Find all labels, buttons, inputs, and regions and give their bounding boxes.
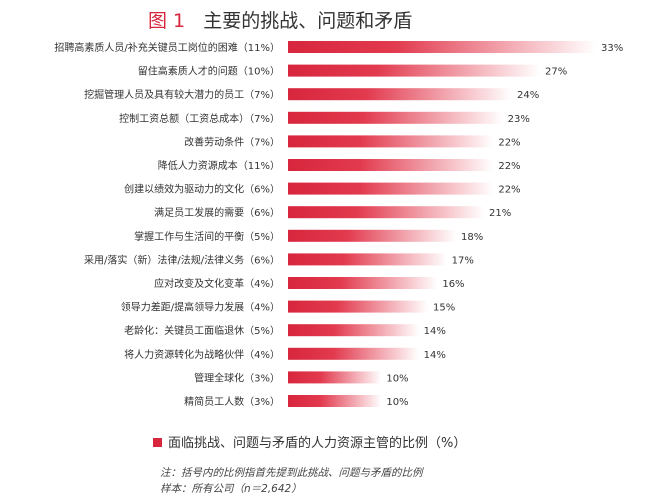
value-label: 27% <box>545 67 567 78</box>
footnote: 注：括号内的比例指首先提到此挑战、问题与矛盾的比例 样本：所有公司（n＝2,64… <box>160 465 423 497</box>
category-label: 创建以绩效为驱动力的文化（6%） <box>124 183 280 196</box>
category-label: 精简员工人数（3%） <box>184 395 280 408</box>
bar <box>288 64 540 77</box>
category-label: 将人力资源转化为战略伙伴（4%） <box>124 348 280 361</box>
category-labels: 招聘高素质人员/补充关键员工岗位的困难（11%） 留住高素质人才的问题（10%） 挖… <box>54 41 280 408</box>
value-label: 17% <box>452 255 474 266</box>
bar <box>288 347 419 360</box>
value-labels: 33% 27% 24% 23% 22% 22% 22% 21% 18% 17% 16% 15% 14% 1… <box>386 43 623 408</box>
value-label: 10% <box>386 373 408 384</box>
bar <box>288 300 428 313</box>
figure-label: 图 1 <box>148 10 186 32</box>
bar <box>288 229 456 242</box>
bar <box>288 111 503 124</box>
category-label: 留住高素质人才的问题（10%） <box>138 65 280 78</box>
legend-label: 面临挑战、问题与矛盾的人力资源主管的比例（%） <box>168 436 467 451</box>
category-label: 老龄化：关键员工面临退休（5%） <box>124 324 280 337</box>
value-label: 16% <box>442 279 464 290</box>
value-label: 21% <box>489 208 511 219</box>
value-label: 22% <box>498 161 520 172</box>
value-label: 14% <box>424 326 446 337</box>
bar <box>288 371 382 384</box>
bar <box>288 324 419 337</box>
value-label: 22% <box>498 185 520 196</box>
value-label: 18% <box>461 232 483 243</box>
legend: 面临挑战、问题与矛盾的人力资源主管的比例（%） <box>153 432 466 451</box>
bars <box>288 41 596 407</box>
category-label: 应对改变及文化变革（4%） <box>154 277 280 290</box>
bar-chart: 招聘高素质人员/补充关键员工岗位的困难（11%） 留住高素质人才的问题（10%） 挖… <box>54 41 623 408</box>
bar <box>288 206 484 219</box>
bar <box>288 159 494 171</box>
category-label: 掌握工作与生活间的平衡（5%） <box>134 230 280 243</box>
bar <box>288 182 494 195</box>
value-label: 10% <box>386 397 408 408</box>
category-label: 挖掘管理人员及具有较大潜力的员工（7%） <box>84 88 280 101</box>
value-label: 24% <box>517 90 539 101</box>
category-label: 领导力差距/提高领导力发展（4%） <box>121 301 280 314</box>
value-label: 22% <box>498 137 520 148</box>
bar <box>288 41 596 53</box>
bar <box>288 88 512 101</box>
bar <box>288 135 494 148</box>
category-label: 改善劳动条件（7%） <box>184 135 280 148</box>
legend-swatch <box>153 438 162 447</box>
footnote-sample: 样本：所有公司（n＝2,642） <box>160 483 302 495</box>
category-label: 满足员工发展的需要（6%） <box>154 206 280 219</box>
footnote-note: 注：括号内的比例指首先提到此挑战、问题与矛盾的比例 <box>160 467 423 479</box>
category-label: 招聘高素质人员/补充关键员工岗位的困难（11%） <box>54 41 280 54</box>
chart-title: 图 1 主要的挑战、问题和矛盾 <box>148 6 412 33</box>
value-label: 14% <box>424 350 446 361</box>
figure-title: 主要的挑战、问题和矛盾 <box>203 10 413 32</box>
category-label: 控制工资总额（工资总成本）（7%） <box>119 112 280 125</box>
value-label: 15% <box>433 303 455 314</box>
category-label: 降低人力资源成本（11%） <box>158 159 280 172</box>
category-label: 采用/落实（新）法律/法规/法律义务（6%） <box>84 253 280 266</box>
category-label: 管理全球化（3%） <box>194 371 280 384</box>
bar <box>288 253 447 266</box>
bar <box>288 395 382 407</box>
bar <box>288 277 438 289</box>
value-label: 33% <box>601 43 623 54</box>
value-label: 23% <box>508 114 530 125</box>
